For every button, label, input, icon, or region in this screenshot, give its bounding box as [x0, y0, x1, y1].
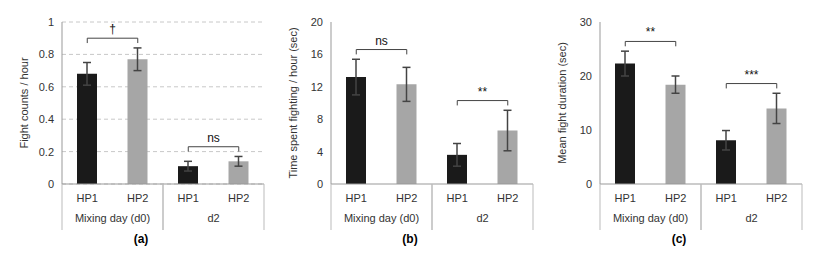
- svg-text:HP1: HP1: [615, 192, 636, 204]
- svg-text:HP1: HP1: [716, 192, 737, 204]
- html-text:(c): (c): [671, 232, 687, 246]
- svg-text:HP2: HP2: [228, 192, 249, 204]
- svg-text:***: ***: [744, 68, 758, 82]
- svg-text:HP2: HP2: [766, 192, 787, 204]
- svg-text:0.2: 0.2: [39, 146, 54, 158]
- svg-text:HP1: HP1: [447, 192, 468, 204]
- svg-text:HP2: HP2: [127, 192, 148, 204]
- svg-text:ns: ns: [207, 131, 220, 145]
- svg-text:20: 20: [311, 16, 323, 28]
- svg-text:Mixing day (d0): Mixing day (d0): [75, 212, 150, 224]
- html-text:(b): (b): [402, 232, 418, 246]
- svg-text:ns: ns: [375, 34, 388, 48]
- svg-text:0.8: 0.8: [39, 48, 54, 60]
- svg-text:4: 4: [317, 146, 323, 158]
- svg-text:d2: d2: [745, 212, 757, 224]
- svg-text:Mixing day (d0): Mixing day (d0): [344, 212, 419, 224]
- svg-text:Mean fight duration (sec): Mean fight duration (sec): [556, 42, 568, 164]
- svg-text:Time spent fighting / hour (se: Time spent fighting / hour (sec): [287, 27, 299, 178]
- svg-text:Mixing day (d0): Mixing day (d0): [613, 212, 688, 224]
- svg-text:0.4: 0.4: [39, 113, 54, 125]
- svg-text:0: 0: [48, 178, 54, 190]
- svg-text:30: 30: [580, 16, 592, 28]
- svg-text:d2: d2: [476, 212, 488, 224]
- svg-text:10: 10: [580, 124, 592, 136]
- svg-text:HP2: HP2: [497, 192, 518, 204]
- svg-text:12: 12: [311, 81, 323, 93]
- svg-text:HP2: HP2: [665, 192, 686, 204]
- svg-text:8: 8: [317, 113, 323, 125]
- svg-text:0.6: 0.6: [39, 81, 54, 93]
- svg-text:16: 16: [311, 48, 323, 60]
- svg-text:†: †: [109, 22, 116, 36]
- svg-text:0: 0: [317, 178, 323, 190]
- svg-text:20: 20: [580, 70, 592, 82]
- svg-text:HP1: HP1: [178, 192, 199, 204]
- svg-text:**: **: [478, 85, 488, 99]
- svg-text:0: 0: [586, 178, 592, 190]
- svg-text:d2: d2: [207, 212, 219, 224]
- svg-text:**: **: [646, 25, 656, 39]
- svg-text:Fight counts / hour: Fight counts / hour: [18, 57, 30, 148]
- svg-text:HP1: HP1: [346, 192, 367, 204]
- svg-text:1: 1: [48, 16, 54, 28]
- svg-text:HP2: HP2: [396, 192, 417, 204]
- svg-text:HP1: HP1: [77, 192, 98, 204]
- html-text:(a): (a): [133, 232, 149, 246]
